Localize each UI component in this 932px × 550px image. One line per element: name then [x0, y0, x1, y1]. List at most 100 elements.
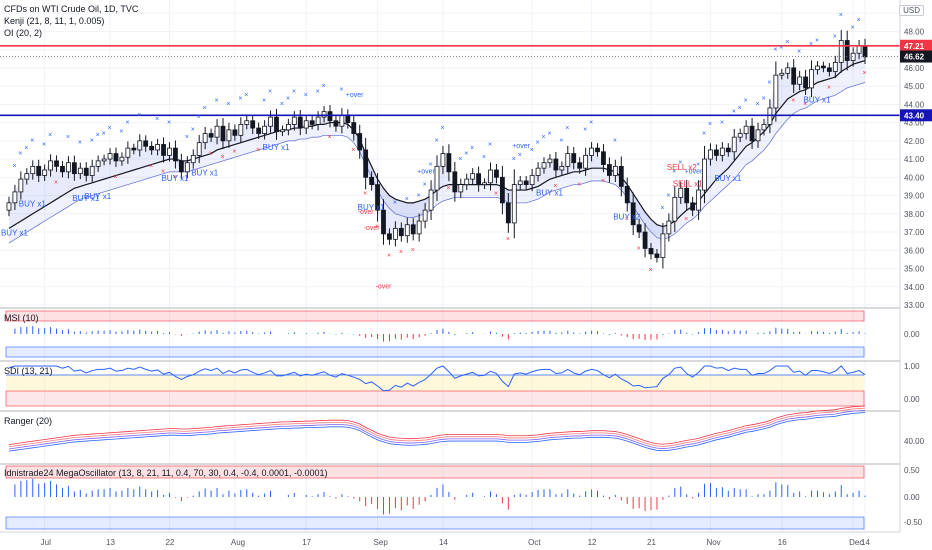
candle-body	[612, 165, 618, 176]
signal-x-up: ×	[66, 134, 70, 141]
signal-x-up: ×	[119, 129, 123, 136]
grid-lines	[0, 0, 900, 532]
price-badge-high: 47.21	[904, 42, 925, 51]
signal-x-up: ×	[488, 141, 492, 148]
candle-body	[731, 136, 737, 153]
signal-x-down: ×	[553, 183, 557, 190]
signal-x-up: ×	[809, 41, 813, 48]
signal-x-up: ×	[613, 138, 617, 145]
signal-x-up: ×	[536, 139, 540, 146]
signal-x-up: ×	[435, 138, 439, 145]
price-tick-label: 34.00	[904, 283, 925, 292]
panel-label-ranger: Ranger (20)	[4, 416, 53, 426]
signal-x-down: ×	[863, 70, 867, 77]
signal-x-down: ×	[649, 267, 653, 274]
sdi-line	[8, 365, 866, 392]
candle-body	[190, 155, 196, 164]
signal-x-up: ×	[42, 141, 46, 148]
candle-body	[404, 224, 410, 237]
signal-x-up: ×	[678, 160, 682, 167]
time-tick-label: Oct	[528, 538, 541, 547]
candle-body	[89, 165, 95, 176]
candle-body	[696, 189, 701, 211]
candle-body	[155, 144, 160, 151]
candle-body	[18, 178, 24, 193]
signal-x-up: ×	[559, 138, 563, 145]
candle-body	[791, 67, 797, 85]
candle-body	[214, 125, 220, 138]
mega-upper-band	[5, 465, 865, 479]
candle-body	[434, 165, 440, 191]
candle-body	[77, 167, 83, 175]
signal-x-down: ×	[577, 181, 581, 188]
candle-body	[761, 124, 767, 131]
candle-body	[60, 165, 65, 173]
candles	[0, 30, 900, 269]
candle-body	[398, 227, 404, 237]
signal-x-up: ×	[565, 125, 569, 132]
candle-body	[131, 147, 137, 151]
buy-label: BUY x1	[72, 194, 100, 203]
candle-body	[12, 191, 18, 204]
signal-x-down: ×	[351, 147, 355, 154]
signal-x-down: ×	[446, 185, 450, 192]
signal-x-up: ×	[708, 121, 712, 128]
candle-body	[256, 127, 262, 134]
signal-x-up: ×	[458, 156, 462, 163]
candle-body	[173, 147, 178, 162]
buy-label: BUY x1	[191, 168, 219, 177]
candle-body	[470, 173, 476, 180]
candle-body	[226, 129, 232, 142]
candle-body	[119, 156, 125, 162]
signal-x-up: ×	[244, 92, 248, 99]
signal-x-down: ×	[149, 163, 153, 170]
ranger-line	[8, 412, 866, 452]
price-badge-level: 43.40	[904, 111, 925, 120]
time-tick-label: 22	[165, 538, 174, 547]
signal-x-down: ×	[637, 245, 641, 252]
signal-x-up: ×	[96, 132, 100, 139]
signal-x-down: ×	[399, 249, 403, 256]
signal-x-up: ×	[851, 25, 855, 32]
candle-body	[541, 162, 547, 169]
candle-body	[184, 162, 190, 173]
candle-body	[357, 133, 363, 151]
signal-x-up: ×	[268, 88, 272, 95]
signal-x-down: ×	[791, 98, 795, 105]
candle-body	[321, 111, 327, 118]
candle-body	[167, 147, 172, 156]
candle-body	[452, 171, 458, 193]
candle-body	[529, 175, 535, 186]
signal-x-down: ×	[494, 191, 498, 198]
candle-body	[309, 120, 315, 125]
currency-badge[interactable]: USD	[899, 5, 924, 16]
candle-body	[654, 253, 660, 258]
candle-body	[553, 158, 559, 171]
price-tick-label: 39.00	[904, 192, 925, 201]
signal-x-up: ×	[137, 112, 141, 119]
candle-body	[690, 202, 696, 211]
signal-x-up: ×	[738, 105, 742, 112]
signal-x-up: ×	[785, 39, 789, 46]
panel-label-megaoscillator: Idnistrade24 MegaOscillator (13, 8, 21, …	[4, 468, 328, 478]
buy-label: BUY x1	[804, 96, 832, 105]
candle-body	[291, 116, 297, 125]
signal-x-up: ×	[761, 96, 765, 103]
candle-body	[113, 153, 119, 162]
candle-body	[725, 147, 731, 153]
signal-x-down: ×	[803, 101, 807, 108]
candle-body	[702, 158, 707, 191]
signal-x-up: ×	[720, 119, 724, 126]
ranger-line	[8, 407, 866, 448]
panel-label-msi: MSI (10)	[4, 313, 39, 323]
candle-body	[54, 160, 59, 167]
candle-body	[838, 40, 844, 63]
ranger-line	[8, 405, 866, 445]
candle-body	[815, 65, 820, 71]
candle-body	[238, 124, 244, 136]
candle-body	[232, 129, 238, 136]
buy-label: BUY x1	[358, 203, 386, 212]
candle-body	[678, 187, 684, 198]
ranger-line	[8, 409, 866, 450]
